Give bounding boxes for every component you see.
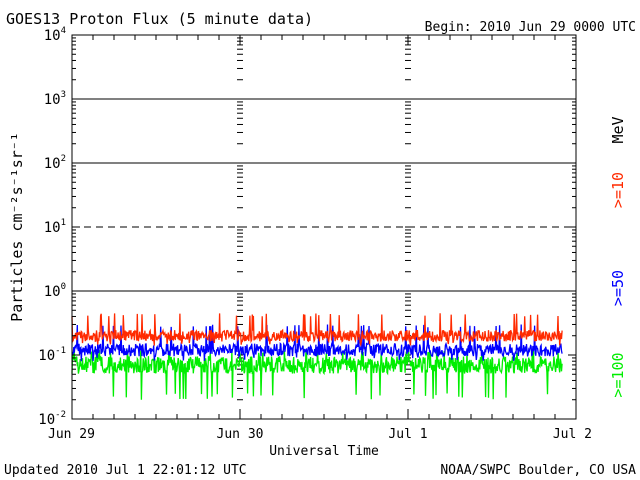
- y-tick-label: 10-2: [38, 410, 66, 428]
- x-tick-label: Jul 2: [553, 427, 592, 442]
- updated-label: Updated 2010 Jul 1 22:01:12 UTC: [4, 463, 247, 478]
- legend-series-label: >=10: [609, 172, 627, 208]
- series-line: [71, 350, 563, 400]
- x-axis-label: Universal Time: [269, 444, 379, 459]
- y-tick-label: 104: [44, 26, 66, 44]
- y-tick-label: 103: [44, 90, 66, 108]
- source-label: NOAA/SWPC Boulder, CO USA: [440, 463, 636, 478]
- series-layer: [71, 313, 563, 400]
- begin-label: Begin: 2010 Jun 29 0000 UTC: [425, 20, 636, 35]
- threshold-lines: [72, 98, 576, 292]
- legend-series-label: >=100: [609, 352, 627, 397]
- series-line: [71, 313, 563, 348]
- x-tick-label: Jun 29: [48, 427, 95, 442]
- x-axis: Jun 29 Jun 30 Jul 1 Jul 2: [48, 35, 592, 442]
- legend-series-label: >=50: [609, 270, 627, 306]
- y-tick-label: 10-1: [38, 346, 66, 364]
- chart-title: GOES13 Proton Flux (5 minute data): [6, 10, 313, 28]
- y-axis-label: Particles cm⁻²s⁻¹sr⁻¹: [8, 132, 26, 322]
- legend-unit-label: MeV: [609, 116, 627, 143]
- legend: MeV >=10 >=50 >=100: [609, 116, 627, 397]
- x-tick-label: Jun 30: [217, 427, 264, 442]
- y-axis: 10-2 10-1 100 101 102 103 104: [38, 26, 576, 428]
- y-tick-label: 102: [44, 154, 66, 172]
- x-tick-label: Jul 1: [388, 427, 427, 442]
- series-line: [71, 324, 563, 362]
- y-tick-label: 101: [44, 218, 66, 236]
- y-tick-label: 100: [44, 282, 66, 300]
